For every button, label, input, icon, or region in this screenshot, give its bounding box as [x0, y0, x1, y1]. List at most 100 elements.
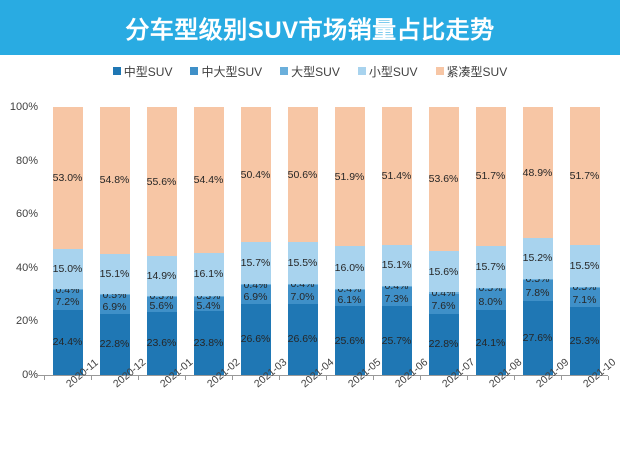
bar-value-label: 51.7% — [475, 170, 506, 183]
bar-segment[interactable]: 27.6% — [522, 301, 553, 375]
x-label-slot: 2020-11 — [53, 357, 101, 417]
bar-segment[interactable]: 23.8% — [193, 311, 224, 375]
bar-segment[interactable]: 22.8% — [428, 313, 459, 375]
bar-segment[interactable]: 5.4% — [193, 296, 224, 312]
x-axis-tick — [561, 376, 562, 380]
bar-segment[interactable]: 15.1% — [381, 245, 412, 286]
bar-segment[interactable]: 6.1% — [334, 290, 365, 307]
bar-column[interactable]: 22.8% 7.6% 0.4% 15.6% 53.6% — [428, 107, 459, 375]
bar-column[interactable]: 23.6% 5.6% 0.3% 14.9% 55.6% — [146, 107, 177, 375]
bar-segment[interactable]: 25.6% — [334, 306, 365, 375]
bar-value-label: 27.6% — [522, 331, 553, 344]
bar-segment[interactable]: 0.4% — [240, 279, 271, 289]
page-title: 分车型级别SUV市场销量占比走势 — [125, 17, 495, 44]
legend-item[interactable]: 中型SUV — [112, 63, 172, 80]
bar-segment[interactable]: 15.5% — [569, 245, 600, 287]
bar-segment[interactable]: 25.7% — [381, 306, 412, 375]
bar-segment[interactable]: 26.6% — [240, 303, 271, 375]
bar-segment[interactable]: 7.0% — [287, 284, 318, 304]
bar-segment[interactable]: 24.1% — [475, 310, 506, 375]
bar-column[interactable]: 24.4% 7.2% 0.4% 15.0% 53.0% — [52, 107, 83, 375]
bar-segment[interactable]: 0.4% — [428, 288, 459, 298]
bar-value-label: 54.8% — [99, 173, 130, 186]
bar-segment[interactable]: 5.6% — [146, 296, 177, 312]
bar-segment[interactable]: 16.0% — [334, 246, 365, 289]
bar-column[interactable]: 27.6% 7.8% 0.5% 15.2% 48.9% — [522, 107, 553, 375]
bar-segment[interactable]: 7.1% — [569, 288, 600, 308]
bar-segment[interactable]: 0.5% — [99, 289, 130, 299]
bar-value-label: 7.8% — [525, 286, 550, 299]
bar-segment[interactable]: 0.5% — [522, 274, 553, 284]
x-label-slot: 2021-05 — [335, 356, 383, 417]
y-tick-label: 40% — [15, 261, 38, 274]
legend-item[interactable]: 紧凑型SUV — [435, 63, 507, 80]
bar-segment[interactable]: 51.4% — [381, 107, 412, 246]
bar-value-label: 16.0% — [334, 261, 365, 274]
bar-segment[interactable]: 22.8% — [99, 313, 130, 375]
bar-value-label: 24.1% — [475, 336, 506, 349]
bar-segment[interactable]: 0.5% — [475, 283, 506, 293]
bar-segment[interactable]: 23.6% — [146, 311, 177, 375]
bar-segment[interactable]: 54.4% — [193, 107, 224, 253]
x-axis-line — [36, 375, 608, 376]
bar-segment[interactable]: 15.5% — [287, 242, 318, 284]
bar-segment[interactable]: 55.6% — [146, 107, 177, 257]
bar-segment[interactable]: 0.5% — [569, 282, 600, 292]
x-axis-tick — [138, 376, 139, 380]
bar-column[interactable]: 26.6% 7.0% 0.4% 15.5% 50.6% — [287, 106, 318, 375]
bar-segment[interactable]: 0.4% — [334, 284, 365, 294]
legend-item[interactable]: 大型SUV — [280, 63, 340, 80]
bar-segment[interactable]: 0.4% — [287, 279, 318, 289]
bar-value-label: 26.6% — [287, 333, 318, 346]
bar-segment[interactable]: 0.4% — [52, 284, 83, 294]
bar-segment[interactable]: 7.8% — [522, 280, 553, 302]
bar-segment[interactable]: 53.0% — [52, 107, 83, 250]
bar-column[interactable]: 25.6% 6.1% 0.4% 16.0% 51.9% — [334, 107, 365, 375]
bar-segment[interactable]: 50.6% — [287, 106, 318, 243]
bar-segment[interactable]: 8.0% — [475, 288, 506, 311]
bar-segment[interactable]: 48.9% — [522, 107, 553, 239]
bar-column[interactable]: 25.7% 7.3% 0.4% 15.1% 51.4% — [381, 107, 412, 375]
bar-segment[interactable]: 15.0% — [52, 249, 83, 290]
bar-segment[interactable]: 0.3% — [193, 291, 224, 301]
bar-segment[interactable]: 0.4% — [381, 281, 412, 291]
x-axis-tick — [326, 376, 327, 380]
bar-column[interactable]: 24.1% 8.0% 0.5% 15.7% 51.7% — [475, 107, 506, 375]
bar-segment[interactable]: 51.7% — [569, 106, 600, 246]
bar-column[interactable]: 26.6% 6.9% 0.4% 15.7% 50.4% — [240, 107, 271, 375]
bar-segment[interactable]: 16.1% — [193, 252, 224, 296]
bar-segment[interactable]: 51.7% — [475, 107, 506, 246]
bar-value-label: 7.2% — [55, 296, 80, 309]
bar-segment[interactable]: 50.4% — [240, 107, 271, 243]
bar-segment[interactable]: 0.3% — [146, 291, 177, 301]
bar-segment[interactable]: 15.7% — [475, 245, 506, 288]
bar-column[interactable]: 23.8% 5.4% 0.3% 16.1% 54.4% — [193, 107, 224, 375]
bar-segment[interactable]: 7.6% — [428, 293, 459, 314]
bar-segment[interactable]: 14.9% — [146, 256, 177, 296]
bar-segment[interactable]: 26.6% — [287, 303, 318, 375]
bar-segment[interactable]: 6.9% — [240, 285, 271, 304]
bar-value-label: 51.9% — [334, 170, 365, 183]
bar-segment[interactable]: 51.9% — [334, 107, 365, 247]
bar-segment[interactable]: 53.6% — [428, 107, 459, 251]
legend-item[interactable]: 中大型SUV — [190, 63, 262, 80]
bar-column[interactable]: 25.3% 7.1% 0.5% 15.5% 51.7% — [569, 106, 600, 375]
bar-value-label: 0.4% — [290, 278, 315, 291]
bar-segment[interactable]: 7.2% — [52, 290, 83, 310]
bar-value-label: 25.3% — [569, 334, 600, 347]
bar-segment[interactable]: 24.4% — [52, 309, 83, 375]
bar-value-label: 53.6% — [428, 172, 459, 185]
bar-segment[interactable]: 25.3% — [569, 307, 600, 375]
bar-segment[interactable]: 6.9% — [99, 295, 130, 314]
legend-swatch-icon — [435, 67, 444, 75]
bar-segment[interactable]: 15.6% — [428, 250, 459, 293]
bar-segment[interactable]: 15.2% — [522, 238, 553, 279]
legend-item[interactable]: 小型SUV — [357, 63, 418, 80]
bar-value-label: 51.4% — [381, 169, 412, 182]
x-label-slot: 2021-10 — [570, 356, 618, 417]
bar-segment[interactable]: 7.3% — [381, 286, 412, 307]
bar-column[interactable]: 22.8% 6.9% 0.5% 15.1% 54.8% — [99, 106, 130, 375]
bar-segment[interactable]: 54.8% — [99, 106, 130, 254]
bar-segment[interactable]: 15.1% — [99, 253, 130, 295]
bar-segment[interactable]: 15.7% — [240, 242, 271, 285]
